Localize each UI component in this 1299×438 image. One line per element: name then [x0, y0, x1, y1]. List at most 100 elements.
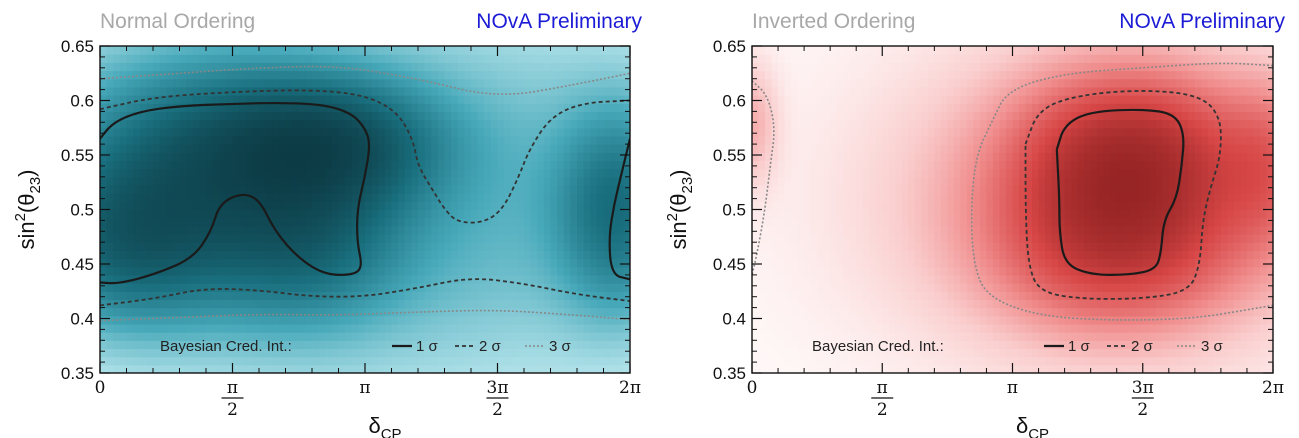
heatmap-cell: [921, 307, 929, 317]
heatmap-cell: [484, 103, 492, 112]
heatmap-cell: [298, 144, 306, 153]
heatmap-cell: [797, 225, 805, 235]
heatmap-cell: [245, 332, 253, 341]
heatmap-cell: [875, 348, 883, 358]
heatmap-cell: [192, 111, 200, 121]
heatmap-cell: [378, 299, 386, 309]
heatmap-cell: [312, 348, 320, 358]
heatmap-cell: [510, 119, 518, 129]
heatmap-cell: [365, 274, 373, 284]
heatmap-cell: [823, 135, 831, 145]
heatmap-cell: [616, 266, 624, 276]
heatmap-cell: [510, 291, 518, 301]
heatmap-cell: [186, 315, 194, 325]
heatmap-cell: [999, 70, 1007, 80]
heatmap-cell: [771, 86, 779, 96]
heatmap-cell: [338, 127, 346, 137]
heatmap-cell: [471, 299, 479, 309]
heatmap-cell: [856, 135, 864, 145]
heatmap-cell: [113, 160, 121, 170]
heatmap-cell: [758, 95, 766, 104]
heatmap-cell: [457, 201, 465, 211]
heatmap-cell: [113, 168, 121, 178]
heatmap-cell: [305, 315, 313, 325]
heatmap-cell: [510, 250, 518, 260]
heatmap-cell: [530, 176, 538, 186]
y-tick-label: 0.4: [70, 310, 94, 329]
heatmap-cell: [610, 332, 618, 341]
heatmap-cell: [979, 103, 988, 112]
heatmap-cell: [914, 144, 922, 153]
heatmap-cell: [212, 234, 220, 243]
heatmap-cell: [577, 364, 585, 373]
heatmap-cell: [927, 135, 935, 145]
heatmap-cell: [856, 274, 864, 284]
heatmap-cell: [159, 258, 167, 268]
heatmap-cell: [895, 315, 903, 325]
heatmap-cell: [577, 209, 585, 219]
heatmap-cell: [1005, 225, 1014, 235]
heatmap-cell: [192, 62, 200, 72]
heatmap-cell: [232, 332, 240, 341]
heatmap-cell: [791, 193, 799, 202]
heatmap-cell: [378, 201, 386, 211]
heatmap-cell: [186, 78, 194, 88]
heatmap-cell: [784, 70, 792, 80]
heatmap-cell: [384, 201, 393, 211]
heatmap-cell: [312, 119, 320, 129]
heatmap-cell: [411, 242, 419, 251]
heatmap-cell: [298, 176, 306, 186]
heatmap-cell: [1012, 356, 1020, 366]
heatmap-cell: [411, 258, 419, 268]
heatmap-cell: [212, 340, 220, 350]
heatmap-cell: [603, 160, 611, 170]
heatmap-cell: [888, 160, 896, 170]
heatmap-cell: [986, 201, 994, 211]
heatmap-cell: [431, 86, 439, 96]
heatmap-cell: [888, 111, 896, 121]
heatmap-cell: [869, 348, 877, 358]
heatmap-cell: [259, 266, 267, 276]
heatmap-cell: [888, 54, 896, 63]
heatmap-cell: [596, 356, 605, 366]
heatmap-cell: [437, 209, 446, 219]
heatmap-cell: [849, 46, 857, 55]
heatmap-cell: [836, 111, 844, 121]
heatmap-cell: [100, 348, 108, 358]
heatmap-cell: [437, 152, 446, 162]
heatmap-cell: [225, 323, 234, 333]
heatmap-cell: [530, 234, 538, 243]
heatmap-cell: [318, 332, 326, 341]
heatmap-cell: [331, 307, 340, 317]
heatmap-cell: [979, 54, 988, 63]
heatmap-cell: [804, 176, 812, 186]
heatmap-cell: [992, 46, 1001, 55]
heatmap-cell: [927, 54, 935, 63]
heatmap-cell: [384, 54, 393, 63]
heatmap-cell: [862, 160, 870, 170]
heatmap-cell: [192, 46, 200, 55]
heatmap-cell: [836, 86, 844, 96]
heatmap-cell: [212, 291, 220, 301]
heatmap-cell: [517, 78, 525, 88]
heatmap-cell: [823, 332, 831, 341]
heatmap-cell: [225, 193, 234, 202]
heatmap-cell: [391, 103, 399, 112]
heatmap-cell: [817, 299, 825, 309]
heatmap-cell: [464, 332, 472, 341]
heatmap-cell: [451, 54, 459, 63]
heatmap-cell: [596, 250, 605, 260]
heatmap-cell: [843, 266, 851, 276]
heatmap-cell: [477, 86, 485, 96]
heatmap-cell: [278, 193, 287, 202]
heatmap-cell: [325, 242, 333, 251]
heatmap-cell: [490, 217, 499, 227]
heatmap-cell: [510, 168, 518, 178]
heatmap-cell: [752, 135, 760, 145]
heatmap-cell: [960, 111, 968, 121]
heatmap-cell: [504, 291, 512, 301]
heatmap-cell: [199, 209, 207, 219]
heatmap-cell: [265, 266, 273, 276]
heatmap-cell: [927, 152, 935, 162]
heatmap-cell: [543, 135, 552, 145]
